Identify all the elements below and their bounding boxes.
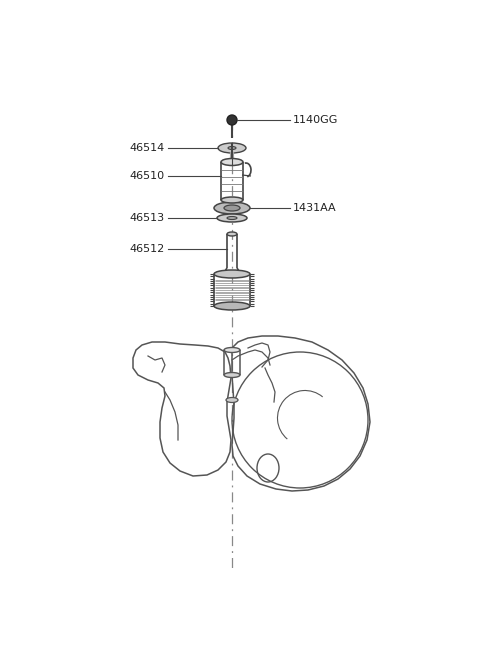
Ellipse shape bbox=[214, 302, 250, 310]
Text: 46513: 46513 bbox=[130, 213, 165, 223]
Text: 1140GG: 1140GG bbox=[293, 115, 338, 125]
Ellipse shape bbox=[224, 205, 240, 211]
Ellipse shape bbox=[227, 232, 237, 236]
Circle shape bbox=[227, 115, 237, 125]
Ellipse shape bbox=[224, 373, 240, 377]
Text: 46514: 46514 bbox=[130, 143, 165, 153]
Text: 46512: 46512 bbox=[130, 244, 165, 254]
Ellipse shape bbox=[218, 143, 246, 153]
Ellipse shape bbox=[226, 398, 238, 403]
Ellipse shape bbox=[214, 202, 250, 214]
Ellipse shape bbox=[221, 197, 243, 203]
Ellipse shape bbox=[228, 147, 236, 149]
Ellipse shape bbox=[217, 214, 247, 222]
Ellipse shape bbox=[221, 159, 243, 166]
Ellipse shape bbox=[227, 217, 237, 219]
Text: 46510: 46510 bbox=[130, 171, 165, 181]
Ellipse shape bbox=[214, 270, 250, 278]
Ellipse shape bbox=[224, 348, 240, 352]
Text: 1431AA: 1431AA bbox=[293, 203, 336, 213]
